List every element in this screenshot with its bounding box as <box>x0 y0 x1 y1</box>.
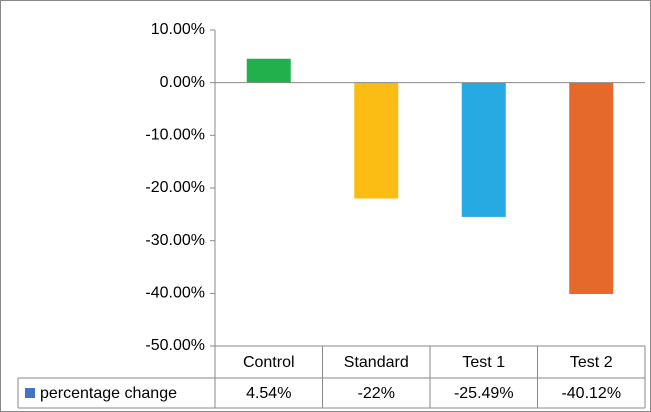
legend-label: percentage change <box>40 385 177 402</box>
bar <box>246 58 291 83</box>
x-tick-label: Test 2 <box>570 354 613 371</box>
legend-swatch <box>25 388 35 398</box>
data-label: -25.49% <box>454 385 514 402</box>
y-tick-label: -10.00% <box>145 127 205 144</box>
y-tick-label: 10.00% <box>151 21 205 38</box>
y-tick-label: -40.00% <box>145 285 205 302</box>
y-tick-label: -50.00% <box>145 337 205 354</box>
data-label: 4.54% <box>246 385 291 402</box>
x-tick-label: Control <box>243 354 295 371</box>
bar <box>461 82 506 217</box>
bar <box>354 82 399 199</box>
data-label: -22% <box>358 385 395 402</box>
x-tick-label: Test 1 <box>462 354 505 371</box>
x-tick-label: Standard <box>344 354 409 371</box>
y-tick-label: 0.00% <box>160 74 205 91</box>
bar <box>569 82 614 294</box>
y-tick-label: -30.00% <box>145 232 205 249</box>
data-label: -40.12% <box>561 385 621 402</box>
y-tick-label: -20.00% <box>145 179 205 196</box>
